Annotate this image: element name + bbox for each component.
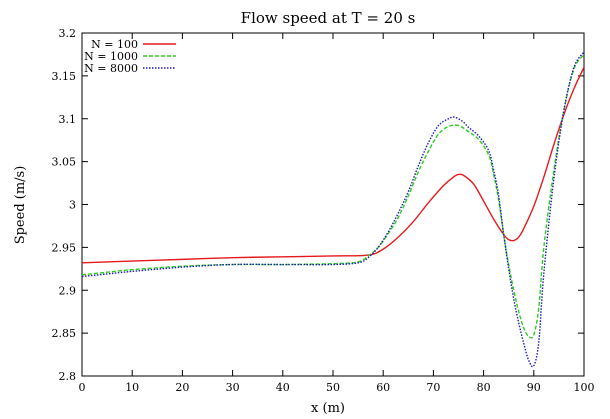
- y-tick-label: 2.9: [59, 284, 77, 297]
- series-line-2: [82, 54, 584, 339]
- plot-frame: [81, 32, 585, 377]
- y-tick-label: 2.85: [52, 327, 77, 340]
- legend-label-1: N = 100: [91, 38, 138, 51]
- series-line-3: [82, 51, 584, 368]
- y-tick-label: 3: [69, 199, 76, 212]
- x-tick-label: 100: [574, 381, 595, 394]
- x-tick-label: 10: [125, 381, 139, 394]
- x-tick-label: 80: [477, 381, 491, 394]
- chart-title: Flow speed at T = 20 s: [241, 9, 416, 27]
- legend-label-2: N = 1000: [84, 50, 138, 63]
- y-tick-label: 2.95: [52, 241, 77, 254]
- x-tick-label: 60: [376, 381, 390, 394]
- y-tick-label: 3.15: [52, 70, 77, 83]
- x-tick-label: 50: [326, 381, 340, 394]
- y-tick-label: 2.8: [59, 370, 77, 383]
- x-tick-label: 20: [175, 381, 189, 394]
- legend-label-3: N = 8000: [84, 62, 138, 75]
- y-axis-label: Speed (m/s): [13, 166, 28, 245]
- plot-area: 0 10 20 30 40 50 60 70 80 90 100 2.8 2.85 2.9 2.95 3 3.0…: [52, 27, 595, 394]
- y-tick-label: 3.2: [59, 27, 77, 40]
- y-tick-label: 3.05: [52, 156, 77, 169]
- series-line-1: [82, 67, 584, 264]
- x-tick-label: 0: [79, 381, 86, 394]
- y-tick-label: 3.1: [59, 113, 77, 126]
- x-tick-label: 90: [527, 381, 541, 394]
- x-tick-label: 40: [276, 381, 290, 394]
- x-axis-label: x (m): [311, 401, 345, 416]
- x-tick-label: 30: [226, 381, 240, 394]
- x-tick-label: 70: [426, 381, 440, 394]
